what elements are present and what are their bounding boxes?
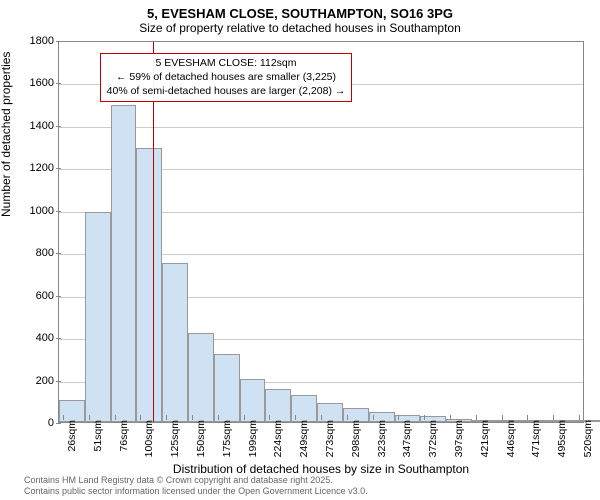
- footer: Contains HM Land Registry data © Crown c…: [24, 475, 368, 497]
- x-tick: 249sqm: [298, 420, 310, 457]
- y-tick: 1000: [20, 205, 54, 217]
- chart-title: 5, EVESHAM CLOSE, SOUTHAMPTON, SO16 3PG: [8, 6, 592, 21]
- y-tick: 400: [20, 332, 54, 344]
- bar: [162, 263, 188, 422]
- y-axis: 020040060080010001200140016001800: [20, 41, 56, 423]
- y-tick: 0: [20, 417, 54, 429]
- x-tick: 26sqm: [66, 420, 78, 452]
- plot-area: 5 EVESHAM CLOSE: 112sqm ← 59% of detache…: [58, 41, 584, 423]
- y-tick: 1400: [20, 120, 54, 132]
- bar: [136, 148, 162, 422]
- x-tick: 175sqm: [221, 420, 233, 457]
- x-tick: 224sqm: [272, 420, 284, 457]
- chart-subtitle: Size of property relative to detached ho…: [8, 21, 592, 35]
- annotation-box: 5 EVESHAM CLOSE: 112sqm ← 59% of detache…: [100, 53, 353, 102]
- x-tick: 150sqm: [195, 420, 207, 457]
- x-tick: 347sqm: [401, 420, 413, 457]
- x-tick: 397sqm: [453, 420, 465, 457]
- bar: [214, 354, 240, 422]
- y-tick: 1600: [20, 77, 54, 89]
- bar: [188, 333, 214, 422]
- x-tick: 520sqm: [582, 420, 594, 457]
- x-axis-label: Distribution of detached houses by size …: [50, 462, 592, 476]
- x-tick: 125sqm: [169, 420, 181, 457]
- y-tick: 600: [20, 290, 54, 302]
- footer-line1: Contains HM Land Registry data © Crown c…: [24, 475, 368, 486]
- x-tick: 471sqm: [530, 420, 542, 457]
- annotation-title: 5 EVESHAM CLOSE: 112sqm: [107, 57, 346, 71]
- plot-inner: 5 EVESHAM CLOSE: 112sqm ← 59% of detache…: [58, 41, 584, 423]
- annotation-line1: ← 59% of detached houses are smaller (3,…: [107, 71, 346, 85]
- x-tick: 273sqm: [324, 420, 336, 457]
- x-tick: 495sqm: [556, 420, 568, 457]
- x-tick: 446sqm: [505, 420, 517, 457]
- y-tick: 1800: [20, 35, 54, 47]
- y-axis-label: Number of detached properties: [0, 52, 13, 217]
- x-tick: 76sqm: [118, 420, 130, 452]
- chart-container: 5, EVESHAM CLOSE, SOUTHAMPTON, SO16 3PG …: [0, 0, 600, 500]
- x-tick: 298sqm: [350, 420, 362, 457]
- footer-line2: Contains public sector information licen…: [24, 486, 368, 497]
- x-tick: 421sqm: [479, 420, 491, 457]
- bar: [85, 212, 111, 422]
- x-tick: 199sqm: [247, 420, 259, 457]
- x-tick: 100sqm: [143, 420, 155, 457]
- y-tick: 1200: [20, 162, 54, 174]
- annotation-line2: 40% of semi-detached houses are larger (…: [107, 85, 346, 99]
- x-tick: 372sqm: [427, 420, 439, 457]
- y-tick: 200: [20, 375, 54, 387]
- bar: [111, 105, 137, 422]
- x-tick: 323sqm: [376, 420, 388, 457]
- y-tick: 800: [20, 247, 54, 259]
- x-tick: 51sqm: [92, 420, 104, 452]
